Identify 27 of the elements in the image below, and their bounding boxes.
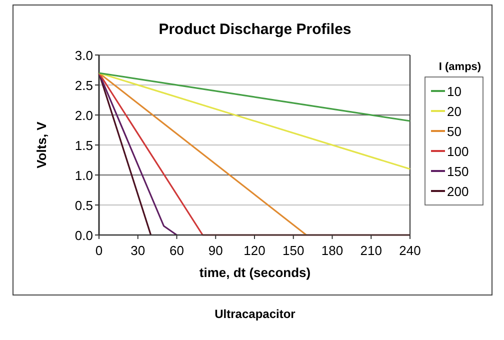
legend-label: 10	[447, 84, 462, 99]
y-tick-label: 2.5	[74, 78, 93, 93]
legend-title: I (amps)	[438, 61, 482, 73]
y-tick-label: 0.0	[74, 228, 93, 243]
x-tick-label: 150	[282, 243, 304, 258]
legend-label: 20	[447, 104, 462, 119]
chart-title: Product Discharge Profiles	[158, 21, 352, 38]
x-tick-label: 60	[170, 243, 184, 258]
y-tick-label: 1.5	[74, 138, 93, 153]
x-tick-label: 90	[208, 243, 223, 258]
y-tick-label: 3.0	[74, 48, 93, 63]
x-tick-label: 0	[95, 243, 103, 258]
text: Ultracapacitor	[214, 307, 296, 321]
x-tick-label: 120	[244, 243, 266, 258]
legend-label: 150	[447, 164, 469, 179]
x-tick-label: 210	[360, 243, 382, 258]
y-tick-label: 2.0	[74, 108, 93, 123]
y-tick-label: 1.0	[74, 168, 93, 183]
legend-label: 100	[447, 144, 469, 159]
x-tick-label: 180	[321, 243, 344, 258]
legend-label: 50	[447, 124, 462, 139]
y-tick-label: 0.5	[74, 198, 93, 213]
x-tick-label: 240	[399, 243, 421, 258]
legend-label: 200	[447, 184, 469, 199]
x-axis-title: time, dt (seconds)	[199, 265, 311, 280]
x-tick-label: 30	[130, 243, 146, 258]
y-axis-title: Volts, V	[34, 121, 49, 168]
